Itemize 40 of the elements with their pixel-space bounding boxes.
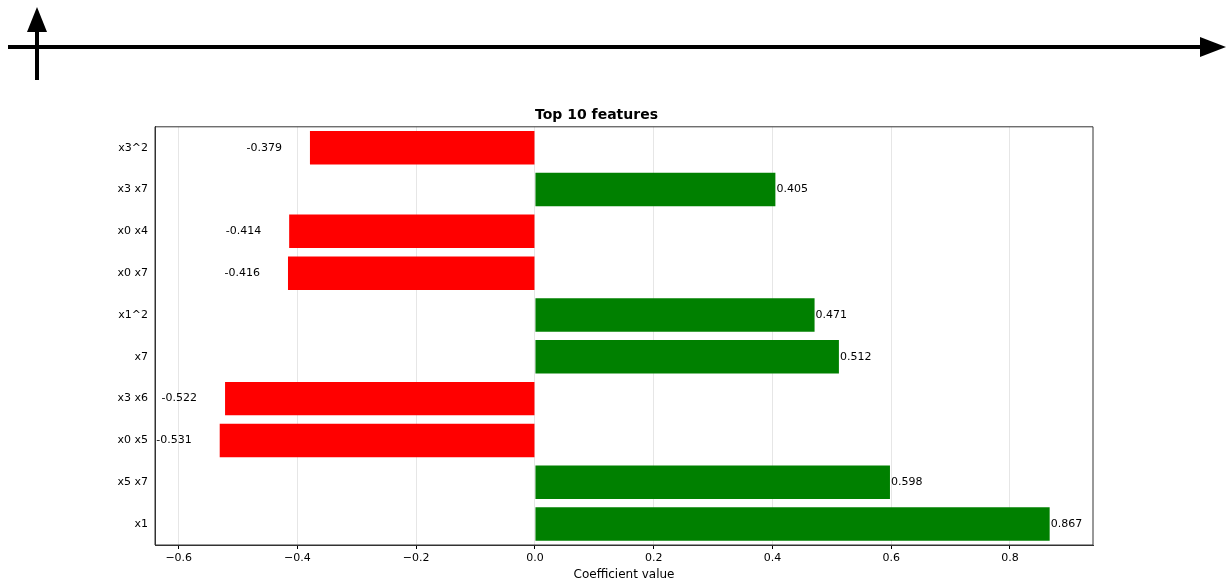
data-label: 0.512 (839, 349, 872, 363)
y-tick-label: x3^2 (118, 140, 148, 154)
x-tick-label: −0.2 (402, 551, 430, 565)
bar (219, 423, 535, 458)
x-axis-title: Coefficient value (573, 566, 675, 581)
data-label: 0.405 (776, 182, 808, 196)
x-tick-label: −0.4 (284, 551, 311, 565)
y-tick-label: x3 x6 (117, 391, 148, 405)
y-tick-label: x7 (134, 349, 148, 363)
chart-title: Top 10 features (535, 106, 658, 123)
x-tick-label: 0.4 (763, 551, 782, 565)
y-tick-label: x0 x4 (117, 224, 148, 238)
bar (289, 214, 535, 249)
y-tick-label: x3 x7 (117, 182, 148, 196)
bar (535, 465, 890, 499)
x-tick-label: 0.2 (644, 551, 663, 565)
data-label: 0.867 (1050, 516, 1083, 530)
x-tick-label: −0.6 (165, 551, 193, 565)
y-tick-label: x1^2 (118, 307, 148, 321)
bar (535, 298, 815, 332)
data-label: -0.416 (224, 266, 260, 280)
bar (309, 130, 535, 165)
y-tick-label: x1 (134, 516, 148, 530)
bar (535, 340, 839, 374)
x-tick-label: 0.6 (882, 551, 900, 565)
data-label: 0.598 (890, 475, 923, 489)
y-tick-label: x0 x7 (117, 266, 148, 280)
data-label: 0.471 (815, 307, 848, 321)
data-label: -0.414 (225, 224, 262, 238)
bar (535, 172, 776, 207)
y-tick-label: x5 x7 (117, 475, 148, 489)
bar (225, 381, 535, 416)
bar (535, 507, 1050, 541)
bar (287, 256, 535, 290)
x-tick-label: 0.8 (1001, 551, 1019, 565)
data-label: -0.379 (246, 140, 282, 154)
x-tick-label: 0.0 (526, 551, 544, 565)
data-label: -0.522 (161, 391, 198, 405)
y-tick-label: x0 x5 (117, 433, 148, 447)
data-label: -0.531 (156, 433, 192, 447)
